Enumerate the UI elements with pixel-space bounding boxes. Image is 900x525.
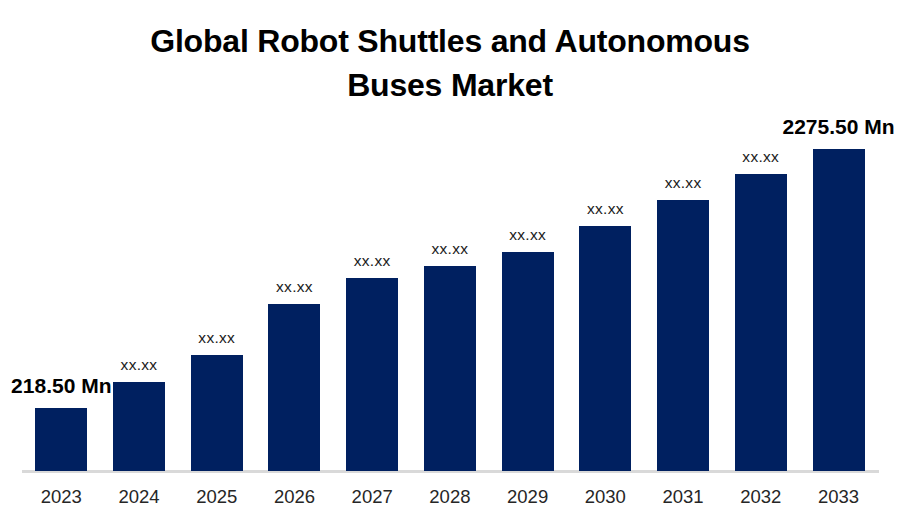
category-label-2033: 2033 xyxy=(794,486,884,508)
bar-2028 xyxy=(424,266,476,471)
value-label-2023: 218.50 Mn xyxy=(0,372,131,399)
plot-area: 218.50 Mnxx.xxxx.xxxx.xxxx.xxxx.xxxx.xxx… xyxy=(0,0,900,525)
value-label-2029: xx.xx xyxy=(458,225,598,244)
value-label-2032: xx.xx xyxy=(691,147,831,166)
category-label-2024: 2024 xyxy=(94,486,184,508)
bar-2029 xyxy=(502,252,554,471)
chart-canvas: Global Robot Shuttles and Autonomous Bus… xyxy=(0,0,900,525)
bar-2031 xyxy=(657,200,709,471)
bar-2027 xyxy=(346,278,398,471)
category-label-2031: 2031 xyxy=(638,486,728,508)
bar-2033 xyxy=(813,149,865,471)
category-label-2029: 2029 xyxy=(483,486,573,508)
category-label-2028: 2028 xyxy=(405,486,495,508)
bar-2030 xyxy=(579,226,631,471)
category-label-2027: 2027 xyxy=(327,486,417,508)
bar-2032 xyxy=(735,174,787,471)
category-label-2025: 2025 xyxy=(172,486,262,508)
category-label-2023: 2023 xyxy=(16,486,106,508)
category-label-2030: 2030 xyxy=(560,486,650,508)
value-label-2033: 2275.50 Mn xyxy=(769,113,900,140)
value-label-2025: xx.xx xyxy=(147,328,287,347)
bar-2023 xyxy=(35,408,87,471)
category-label-2026: 2026 xyxy=(249,486,339,508)
value-label-2026: xx.xx xyxy=(224,277,364,296)
value-label-2024: xx.xx xyxy=(69,355,209,374)
value-label-2031: xx.xx xyxy=(613,173,753,192)
category-label-2032: 2032 xyxy=(716,486,806,508)
value-label-2030: xx.xx xyxy=(535,199,675,218)
